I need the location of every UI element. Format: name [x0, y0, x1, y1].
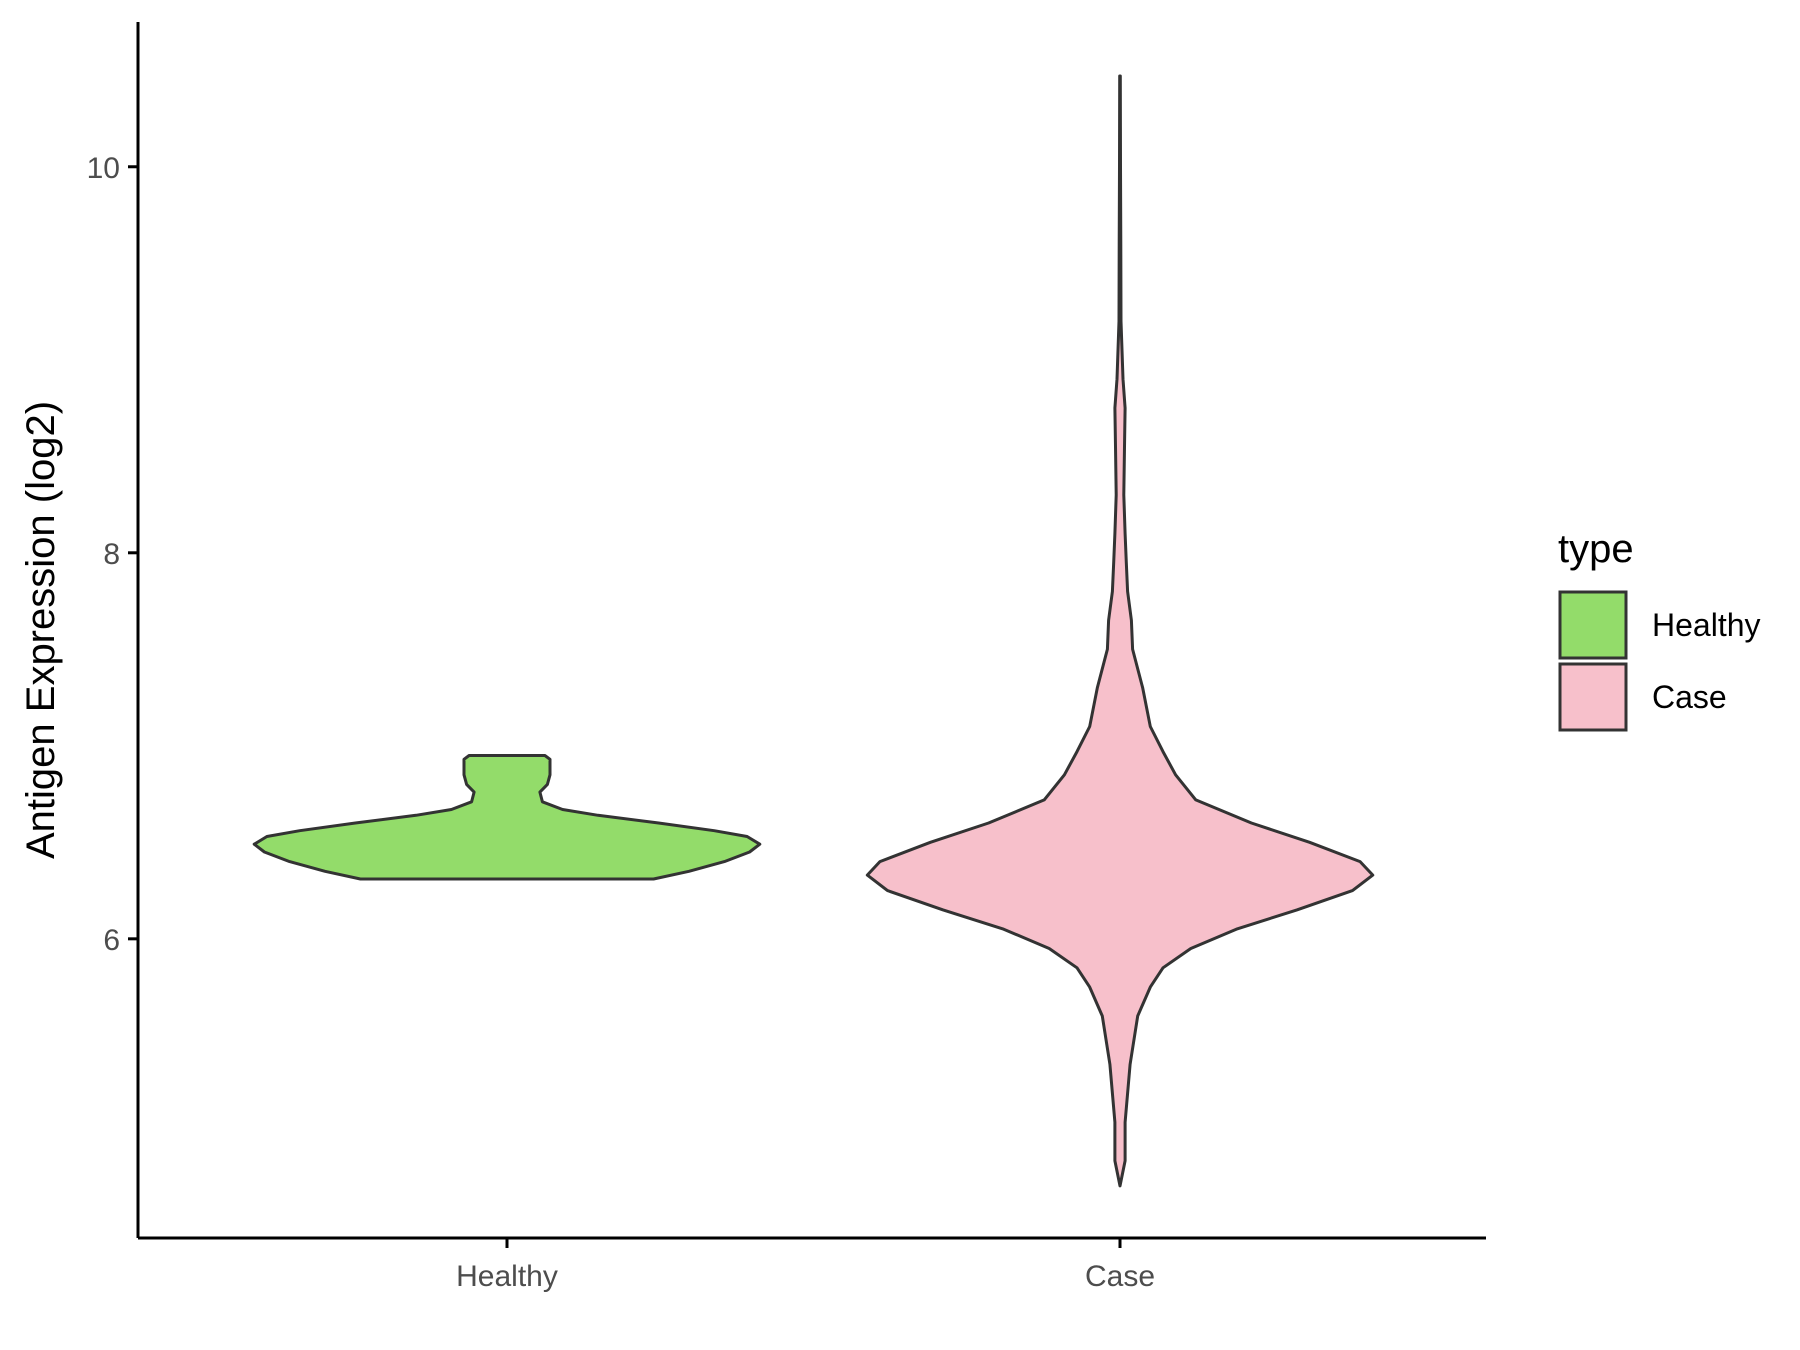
- y-tick-label: 8: [103, 538, 120, 571]
- y-tick-label: 6: [103, 924, 120, 957]
- y-axis-ticks: 6 8 10: [87, 152, 138, 957]
- legend-label-case: Case: [1652, 679, 1727, 715]
- y-tick-label: 10: [87, 152, 120, 185]
- legend-key-healthy: [1558, 590, 1628, 660]
- violin-case: [865, 74, 1375, 1188]
- legend-key-case: [1558, 662, 1628, 732]
- legend-label-healthy: Healthy: [1652, 607, 1761, 643]
- legend: type Healthy Case: [1558, 527, 1761, 732]
- x-axis-ticks: Healthy Case: [456, 1238, 1155, 1293]
- violin-healthy: [252, 754, 762, 881]
- legend-title: type: [1558, 527, 1634, 571]
- violin-layer: [252, 74, 1375, 1188]
- x-tick-label: Healthy: [456, 1260, 558, 1293]
- x-tick-label: Case: [1085, 1260, 1155, 1293]
- y-axis-title: Antigen Expression (log2): [19, 401, 63, 859]
